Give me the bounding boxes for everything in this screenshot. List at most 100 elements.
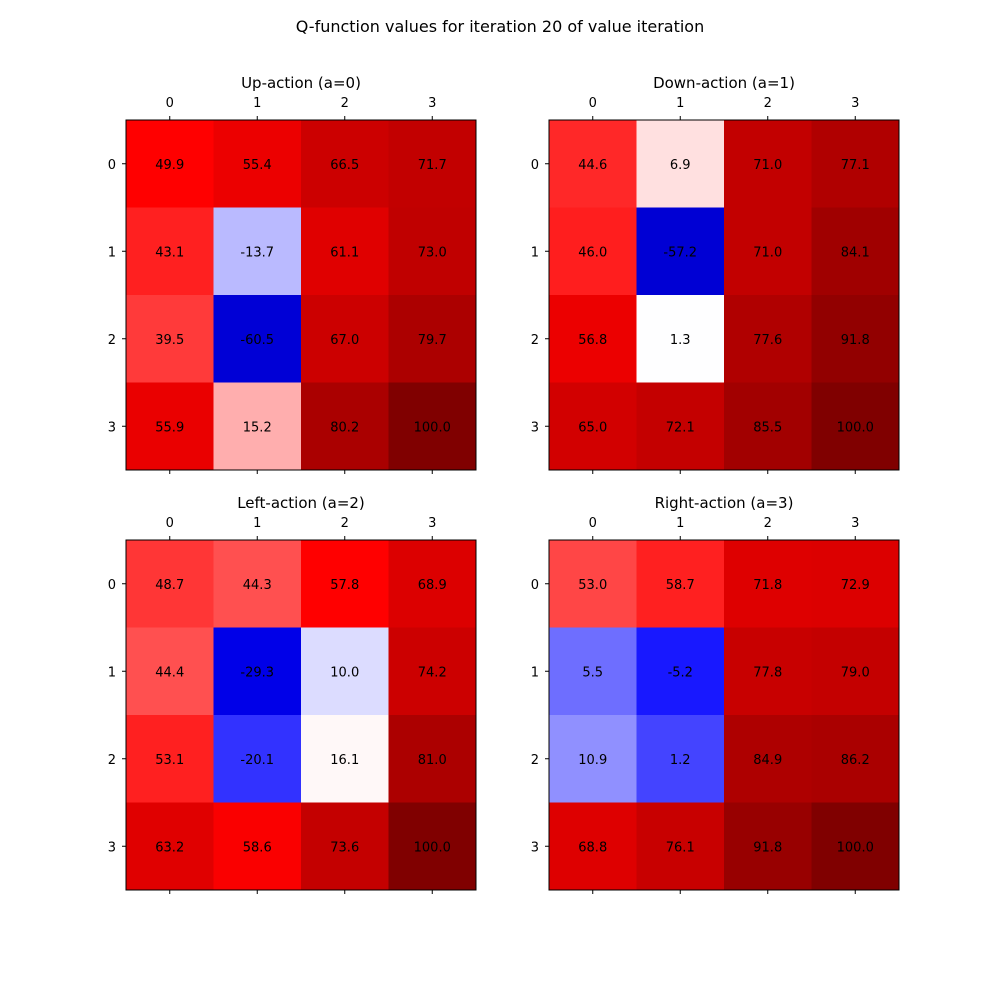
cell-value-label: 44.6 xyxy=(578,158,607,173)
cell-value-label: 77.8 xyxy=(753,665,782,680)
heatmap-cell xyxy=(126,540,214,628)
y-tick-label: 1 xyxy=(108,665,116,680)
cell-value-label: 76.1 xyxy=(666,840,695,855)
heatmap-cell xyxy=(724,207,812,296)
cell-value-label: 71.0 xyxy=(753,158,782,173)
cell-value-label: 72.1 xyxy=(666,420,695,435)
heatmap-cell xyxy=(213,627,302,716)
heatmap-cell xyxy=(388,120,477,208)
cell-value-label: -13.7 xyxy=(240,245,274,260)
y-tick-label: 0 xyxy=(108,578,116,593)
y-tick-label: 3 xyxy=(108,420,116,435)
heatmap-cell xyxy=(636,207,725,296)
cell-value-label: 91.8 xyxy=(753,840,782,855)
cell-value-label: 71.7 xyxy=(418,158,447,173)
cell-value-label: 61.1 xyxy=(330,245,359,260)
heatmap-cell xyxy=(213,295,302,383)
x-tick-label: 2 xyxy=(341,516,349,531)
cell-value-label: 65.0 xyxy=(578,420,607,435)
x-tick-label: 3 xyxy=(428,516,436,531)
figure-title: Q-function values for iteration 20 of va… xyxy=(296,17,704,36)
heatmap-cell xyxy=(636,120,725,208)
y-tick-label: 1 xyxy=(531,245,539,260)
heatmap-cell xyxy=(636,715,725,803)
cell-value-label: 74.2 xyxy=(418,665,447,680)
x-tick-label: 3 xyxy=(428,96,436,111)
axes-frame xyxy=(125,539,477,891)
x-tick-label: 0 xyxy=(589,96,597,111)
panel-title: Up-action (a=0) xyxy=(241,74,361,92)
heatmap-cell xyxy=(724,295,812,383)
heatmap-cell xyxy=(388,295,477,383)
heatmap-cell xyxy=(549,120,637,208)
x-tick-label: 1 xyxy=(676,96,684,111)
heatmap-cell xyxy=(724,540,812,628)
heatmap-cell xyxy=(388,627,477,716)
cell-value-label: 73.0 xyxy=(418,245,447,260)
x-tick-label: 1 xyxy=(253,516,261,531)
cell-value-label: 5.5 xyxy=(582,665,603,680)
cell-value-label: 100.0 xyxy=(414,840,451,855)
heatmap-cell xyxy=(636,802,725,891)
axes-frame xyxy=(548,539,900,891)
cell-value-label: 66.5 xyxy=(330,158,359,173)
cell-value-label: 79.7 xyxy=(418,333,447,348)
heatmap-cell xyxy=(213,715,302,803)
cell-value-label: 1.2 xyxy=(670,753,691,768)
heatmap-cell xyxy=(388,207,477,296)
cell-value-label: 55.4 xyxy=(243,158,272,173)
x-tick-label: 1 xyxy=(253,96,261,111)
heatmap-cell xyxy=(301,295,389,383)
cell-value-label: 81.0 xyxy=(418,753,447,768)
heatmap-cell xyxy=(724,120,812,208)
heatmap-cell xyxy=(811,802,900,891)
heatmap-cell xyxy=(811,207,900,296)
heatmap-cell xyxy=(549,207,637,296)
x-tick-label: 2 xyxy=(764,516,772,531)
panel-title: Down-action (a=1) xyxy=(653,74,795,92)
x-tick-label: 2 xyxy=(341,96,349,111)
cell-value-label: 100.0 xyxy=(837,840,874,855)
heatmap-cell xyxy=(811,120,900,208)
cell-value-label: 84.1 xyxy=(841,245,870,260)
heatmap-cell xyxy=(301,207,389,296)
y-tick-label: 2 xyxy=(108,753,116,768)
y-tick-label: 1 xyxy=(108,245,116,260)
cell-value-label: 84.9 xyxy=(753,753,782,768)
heatmap-panel: Down-action (a=1) 44.6 6.9 71.0 77.1 46.0 -57… xyxy=(531,74,900,474)
heatmap-cell xyxy=(126,295,214,383)
heatmap-cell xyxy=(388,540,477,628)
cell-value-label: 71.0 xyxy=(753,245,782,260)
x-tick-label: 0 xyxy=(589,516,597,531)
cell-value-label: 10.0 xyxy=(330,665,359,680)
y-tick-label: 1 xyxy=(531,665,539,680)
heatmap-cell xyxy=(549,627,637,716)
cell-value-label: 100.0 xyxy=(837,420,874,435)
cell-value-label: 80.2 xyxy=(330,420,359,435)
heatmap-cell xyxy=(213,207,302,296)
cell-value-label: 79.0 xyxy=(841,665,870,680)
heatmap-cell xyxy=(636,540,725,628)
cell-value-label: 48.7 xyxy=(155,578,184,593)
cell-value-label: 16.1 xyxy=(330,753,359,768)
cell-value-label: 58.6 xyxy=(243,840,272,855)
y-tick-label: 2 xyxy=(108,333,116,348)
heatmap-cell xyxy=(126,627,214,716)
heatmap-cell xyxy=(213,802,302,891)
heatmap-cell xyxy=(811,715,900,803)
cell-value-label: 55.9 xyxy=(155,420,184,435)
heatmap-cell xyxy=(126,715,214,803)
cell-value-label: 56.8 xyxy=(578,333,607,348)
cell-value-label: 68.9 xyxy=(418,578,447,593)
x-tick-label: 1 xyxy=(676,516,684,531)
heatmap-panel: Up-action (a=0) 49.9 55.4 66.5 71.7 43.1 -13.… xyxy=(108,74,477,474)
heatmap-cell xyxy=(724,715,812,803)
cell-value-label: 44.4 xyxy=(155,665,184,680)
cell-value-label: 57.8 xyxy=(330,578,359,593)
axes-frame xyxy=(548,119,900,471)
cell-value-label: 77.6 xyxy=(753,333,782,348)
cell-value-label: -20.1 xyxy=(240,753,274,768)
heatmap-cell xyxy=(549,295,637,383)
heatmap-cell xyxy=(724,627,812,716)
